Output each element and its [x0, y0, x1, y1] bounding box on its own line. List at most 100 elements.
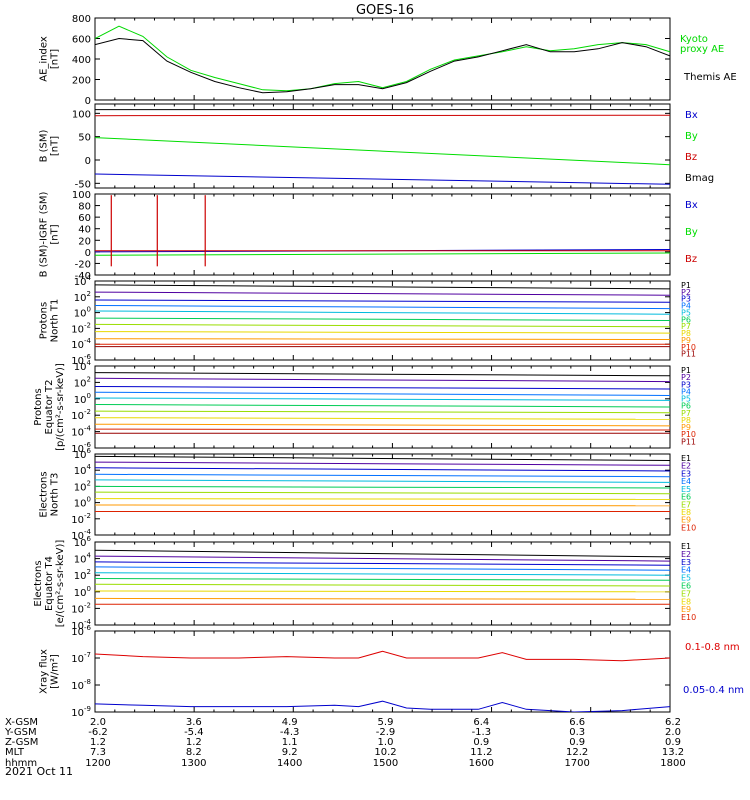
series-line-E8: [95, 498, 670, 500]
series-line-P7: [95, 323, 670, 328]
ephemeris-value: -2.9: [376, 727, 396, 738]
ephemeris-value: 11.2: [470, 747, 492, 758]
legend-label: E10: [681, 523, 696, 532]
legend-label: By: [685, 227, 698, 238]
series-line-P3: [95, 299, 670, 303]
ephemeris-row-label: Z-GSM: [5, 737, 38, 748]
ephemeris-row-label: Y-GSM: [4, 727, 37, 738]
legend-label: P2: [681, 373, 691, 382]
ephemeris-value: 1200: [85, 758, 110, 769]
y-tick-label: 20: [78, 236, 91, 247]
series-line-E5: [95, 479, 670, 483]
ephemeris-value: 1.0: [378, 737, 394, 748]
panel-frame: [94, 193, 671, 276]
legend-label: E2: [681, 462, 691, 471]
y-tick-exponent: -4: [84, 618, 92, 626]
y-axis-label: [W/m²]: [50, 654, 61, 689]
y-tick-label: 400: [72, 55, 91, 66]
y-tick-exponent: 4: [87, 359, 92, 367]
series-group: [95, 650, 670, 712]
series-line-E4: [95, 566, 670, 571]
y-tick-exponent: 2: [87, 290, 91, 298]
ephemeris-value: 1700: [564, 758, 589, 769]
legend-label: Kyoto: [680, 34, 708, 45]
series-line-E7: [95, 583, 670, 587]
y-tick-exponent: -6: [84, 353, 92, 361]
y-tick-exponent: -2: [84, 512, 91, 520]
series-line-P10: [95, 428, 670, 431]
legend-label: 0.05-0.4 nm: [683, 685, 744, 696]
y-tick-label: 100: [74, 306, 91, 320]
series-line-E9: [95, 504, 670, 507]
y-tick-label: 102: [74, 568, 91, 582]
y-tick-label: 0: [85, 156, 91, 167]
y-tick-label: 80: [78, 202, 91, 213]
panel-frame: [94, 103, 671, 189]
ephemeris-value: 9.2: [282, 747, 298, 758]
ephemeris-value: 6.6: [569, 717, 585, 728]
legend-label: E9: [681, 605, 691, 614]
series-line-E7: [95, 491, 670, 495]
series-line-P5: [95, 310, 670, 315]
legend-label: P10: [681, 430, 696, 439]
y-axis-label: Xray flux: [39, 649, 50, 694]
legend-label: proxy AE: [680, 44, 724, 55]
y-tick-exponent: 0: [87, 496, 91, 504]
legend-label: E3: [681, 469, 691, 478]
series-line-P4: [95, 305, 670, 310]
y-axis-label: [e/(cm²-s-sr-keV)]: [55, 540, 66, 628]
legend-label: P8: [681, 416, 691, 425]
legend-label: E1: [681, 454, 691, 463]
series-group: [95, 455, 670, 512]
y-tick-label: 104: [74, 463, 92, 477]
y-tick-label: 10-7: [71, 651, 91, 665]
panel-frame: [94, 453, 671, 536]
ephemeris-row-label: hhmm: [5, 758, 37, 769]
legend-label: P11: [681, 350, 696, 359]
legend-label: P6: [681, 315, 691, 324]
ephemeris-value: 1.2: [186, 737, 202, 748]
series-line-Bz: [95, 114, 670, 117]
series-line-E9: [95, 597, 670, 600]
legend-label: P5: [681, 395, 691, 404]
legend-label: P1: [681, 366, 691, 375]
y-tick-exponent: -4: [84, 425, 92, 433]
y-axis-label: [nT]: [50, 49, 61, 69]
y-tick-exponent: 2: [87, 479, 91, 487]
y-tick-label: 100: [72, 190, 91, 201]
ephemeris-value: 1400: [277, 758, 302, 769]
ephemeris-value: 0.9: [569, 737, 585, 748]
series-line-P8: [95, 417, 670, 420]
y-tick-label: 10-2: [71, 601, 91, 615]
y-tick-label: 104: [74, 274, 92, 288]
series-group: [95, 25, 670, 94]
y-axis-label: North T3: [50, 473, 61, 517]
y-tick-exponent: -2: [84, 601, 91, 609]
y-tick-exponent: 6: [87, 535, 92, 543]
legend-label: Bz: [685, 254, 697, 265]
series-line-Kyoto proxy AE: [95, 25, 670, 92]
series-line-P3: [95, 386, 670, 390]
legend-label: Themis AE: [683, 72, 737, 83]
ephemeris-value: 0.9: [473, 737, 489, 748]
series-line-E1: [95, 455, 670, 461]
ephemeris-value: 6.2: [665, 717, 681, 728]
legend-label: E6: [681, 582, 691, 591]
legend-label: P11: [681, 437, 696, 446]
y-tick-label: 200: [72, 76, 91, 87]
legend-label: P5: [681, 308, 691, 317]
legend-label: E2: [681, 550, 691, 559]
legend-label: Bmag: [685, 173, 714, 184]
legend-label: P6: [681, 402, 691, 411]
ephemeris-value: 0.3: [569, 727, 585, 738]
series-line-P9: [95, 338, 670, 340]
y-axis-label: B (SM): [39, 129, 50, 162]
ephemeris-value: 2.0: [90, 717, 106, 728]
panel-8: 10-6 10-7 10-8 10-9 Xray flux [W/m²] 0.1-0.8 n…: [39, 624, 745, 719]
y-tick-exponent: -4: [84, 337, 92, 345]
